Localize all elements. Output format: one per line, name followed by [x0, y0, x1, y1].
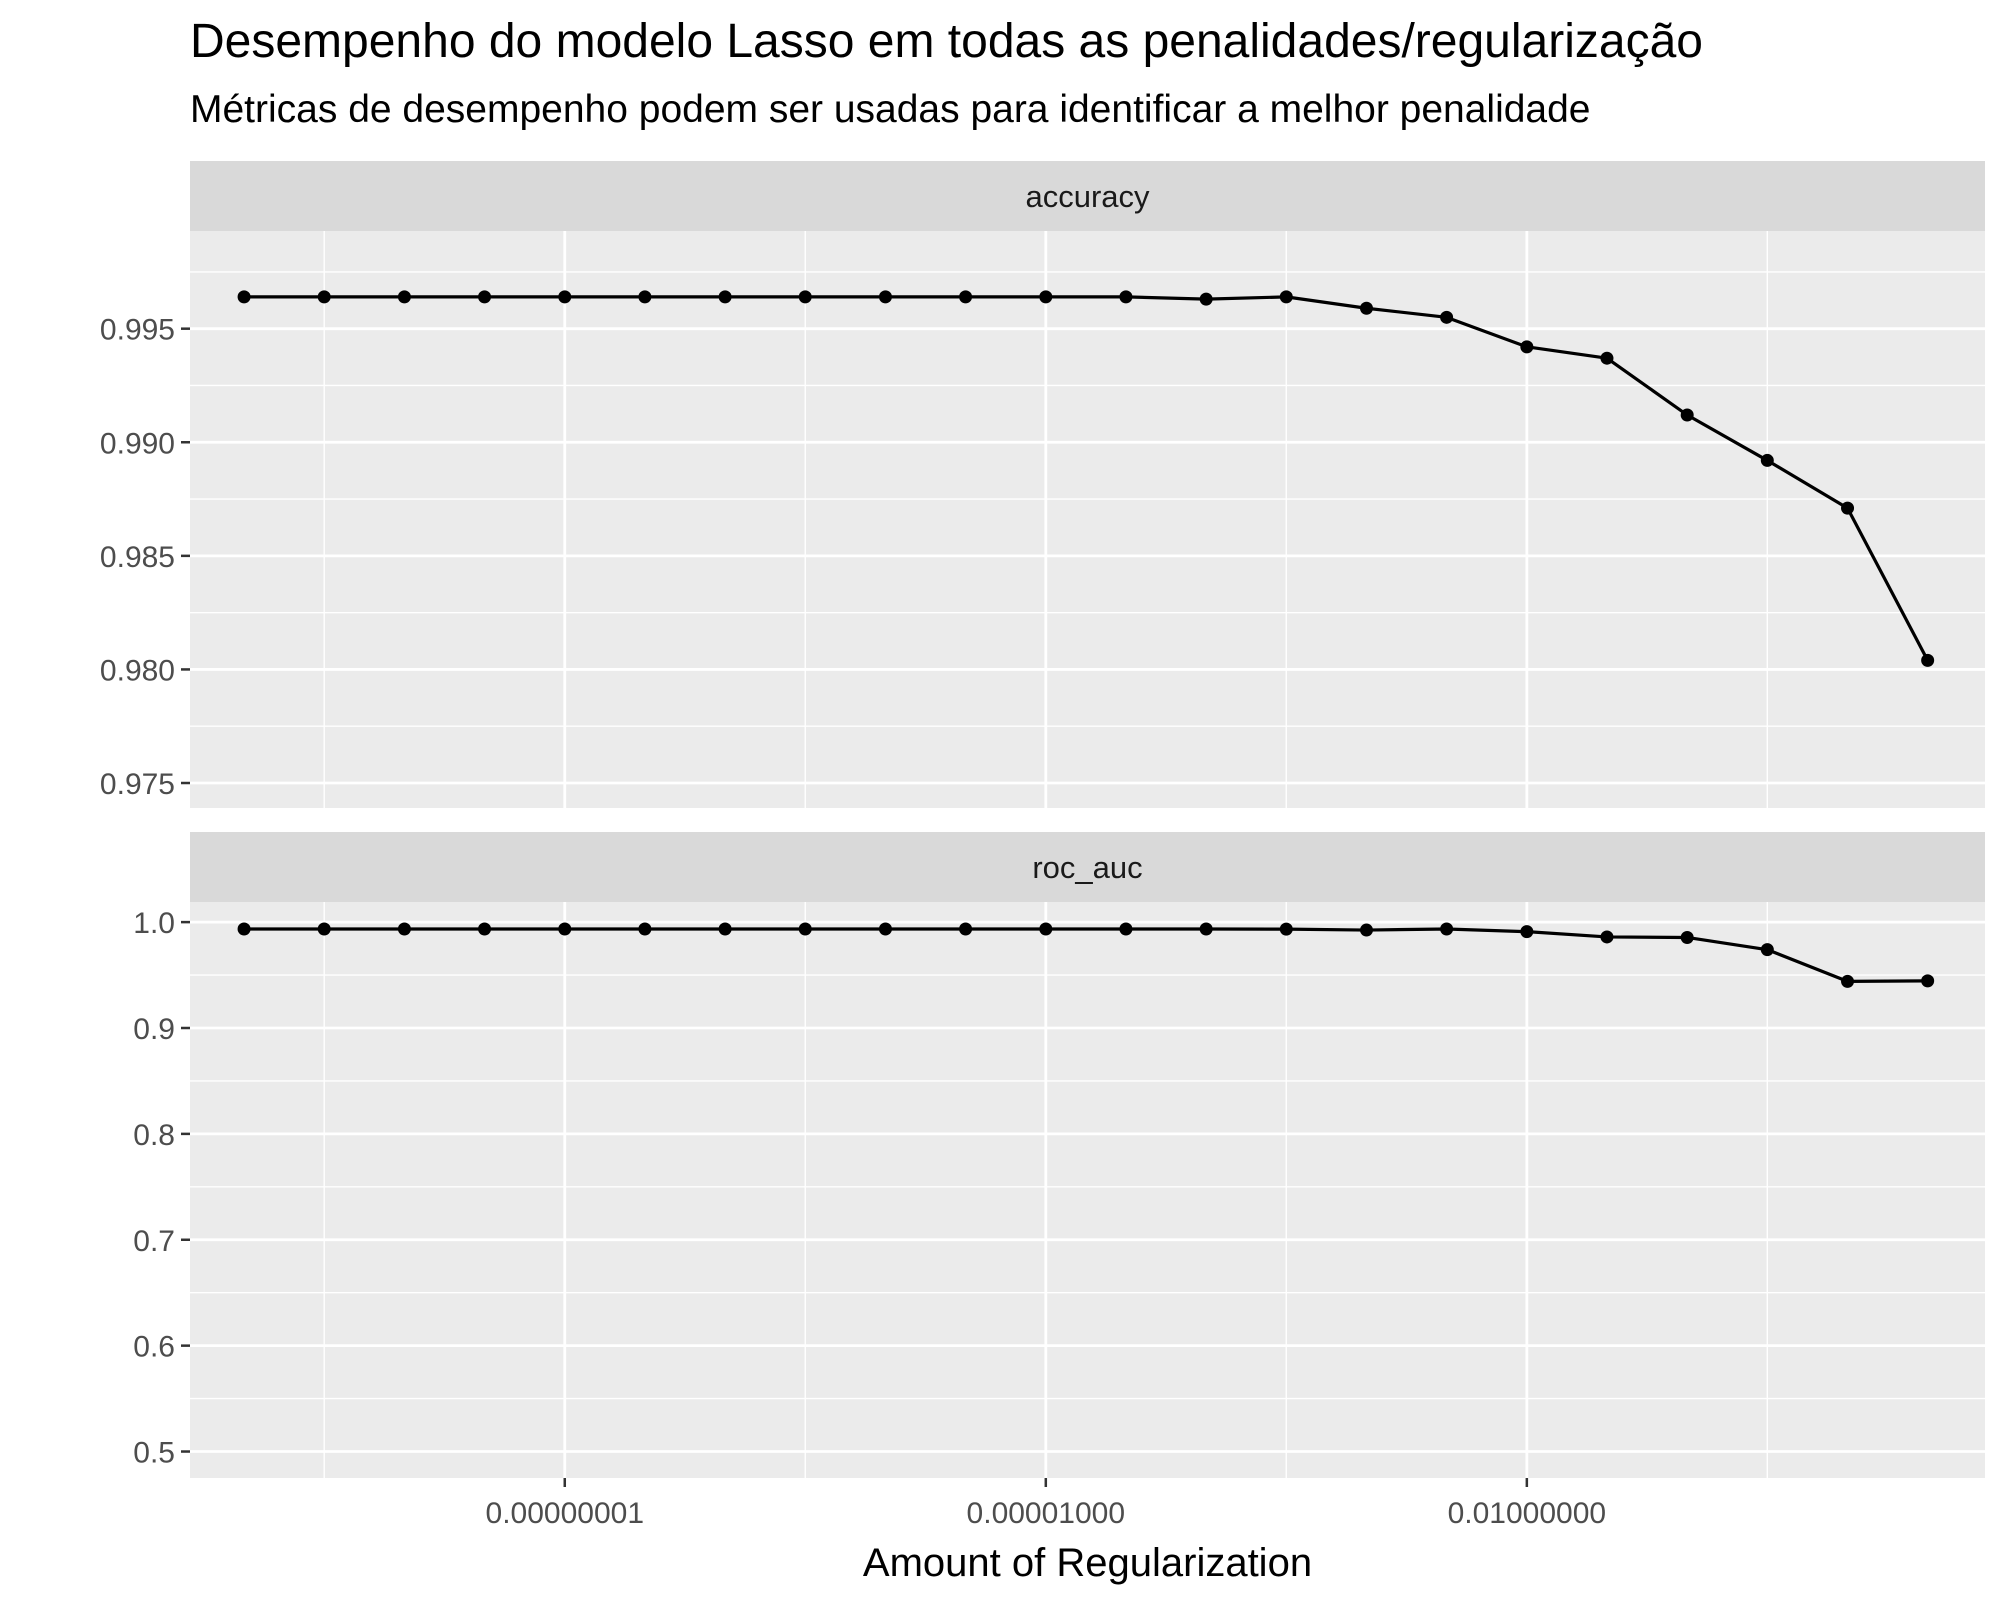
data-point	[1119, 922, 1133, 936]
data-point	[1440, 922, 1454, 936]
y-tick-label: 0.980	[100, 654, 175, 687]
data-point	[1600, 351, 1614, 365]
data-point	[1600, 930, 1614, 944]
series-line-accuracy	[244, 295, 1930, 662]
data-point	[1841, 974, 1855, 988]
data-point	[237, 290, 251, 304]
data-point	[1279, 922, 1293, 936]
facet-strip-label: accuracy	[1025, 179, 1150, 214]
data-point	[1039, 290, 1053, 304]
data-point	[1921, 653, 1935, 667]
panel-background	[190, 902, 1985, 1478]
data-point	[1841, 501, 1855, 515]
data-point	[317, 922, 331, 936]
y-tick-label: 0.990	[100, 427, 175, 460]
x-tick-label: 0.00001000	[967, 1497, 1126, 1530]
data-point	[959, 290, 973, 304]
data-point	[798, 922, 812, 936]
x-tick-label: 0.01000000	[1448, 1497, 1607, 1530]
data-point	[1520, 925, 1534, 939]
data-point	[638, 290, 652, 304]
data-point	[1039, 922, 1053, 936]
data-point	[1440, 310, 1454, 324]
panel-background	[190, 231, 1985, 808]
data-point	[397, 922, 411, 936]
x-tick-label: 0.00000001	[486, 1497, 645, 1530]
data-point	[1359, 301, 1373, 315]
data-point	[1680, 408, 1694, 422]
y-tick-label: 0.995	[100, 314, 175, 347]
data-point	[1760, 943, 1774, 957]
data-point	[638, 922, 652, 936]
data-point	[558, 290, 572, 304]
y-tick-label: 0.8	[133, 1119, 175, 1152]
y-tick-label: 0.5	[133, 1437, 175, 1470]
data-point	[1760, 453, 1774, 467]
y-tick-label: 0.985	[100, 541, 175, 574]
data-point	[1680, 930, 1694, 944]
data-point	[1520, 340, 1534, 354]
y-tick-label: 0.975	[100, 768, 175, 801]
facet-strip-label: roc_auc	[1032, 850, 1142, 885]
facet-strip-roc_auc	[190, 832, 1985, 902]
series-line-roc_auc	[244, 927, 1928, 984]
data-point	[1199, 292, 1213, 306]
data-point	[478, 290, 492, 304]
data-point	[1199, 922, 1213, 936]
data-point	[397, 290, 411, 304]
x-axis-title: Amount of Regularization	[863, 1541, 1312, 1585]
data-point	[878, 290, 892, 304]
chart-subtitle: Métricas de desempenho podem ser usadas …	[190, 88, 1591, 131]
data-point	[718, 922, 732, 936]
y-tick-label: 0.9	[133, 1013, 175, 1046]
data-point	[718, 290, 732, 304]
data-point	[478, 922, 492, 936]
chart-title: Desempenho do modelo Lasso em todas as p…	[190, 15, 1703, 68]
data-point	[1921, 974, 1935, 988]
data-point	[1359, 923, 1373, 937]
y-tick-label: 0.7	[133, 1225, 175, 1258]
data-point	[558, 922, 572, 936]
facet-strip-accuracy	[190, 161, 1985, 231]
data-point	[1279, 290, 1293, 304]
data-point	[1119, 290, 1133, 304]
data-point	[237, 922, 251, 936]
data-point	[959, 922, 973, 936]
y-tick-label: 0.6	[133, 1331, 175, 1364]
data-point	[317, 290, 331, 304]
data-point	[878, 922, 892, 936]
data-point	[798, 290, 812, 304]
y-tick-label: 1.0	[133, 907, 175, 940]
